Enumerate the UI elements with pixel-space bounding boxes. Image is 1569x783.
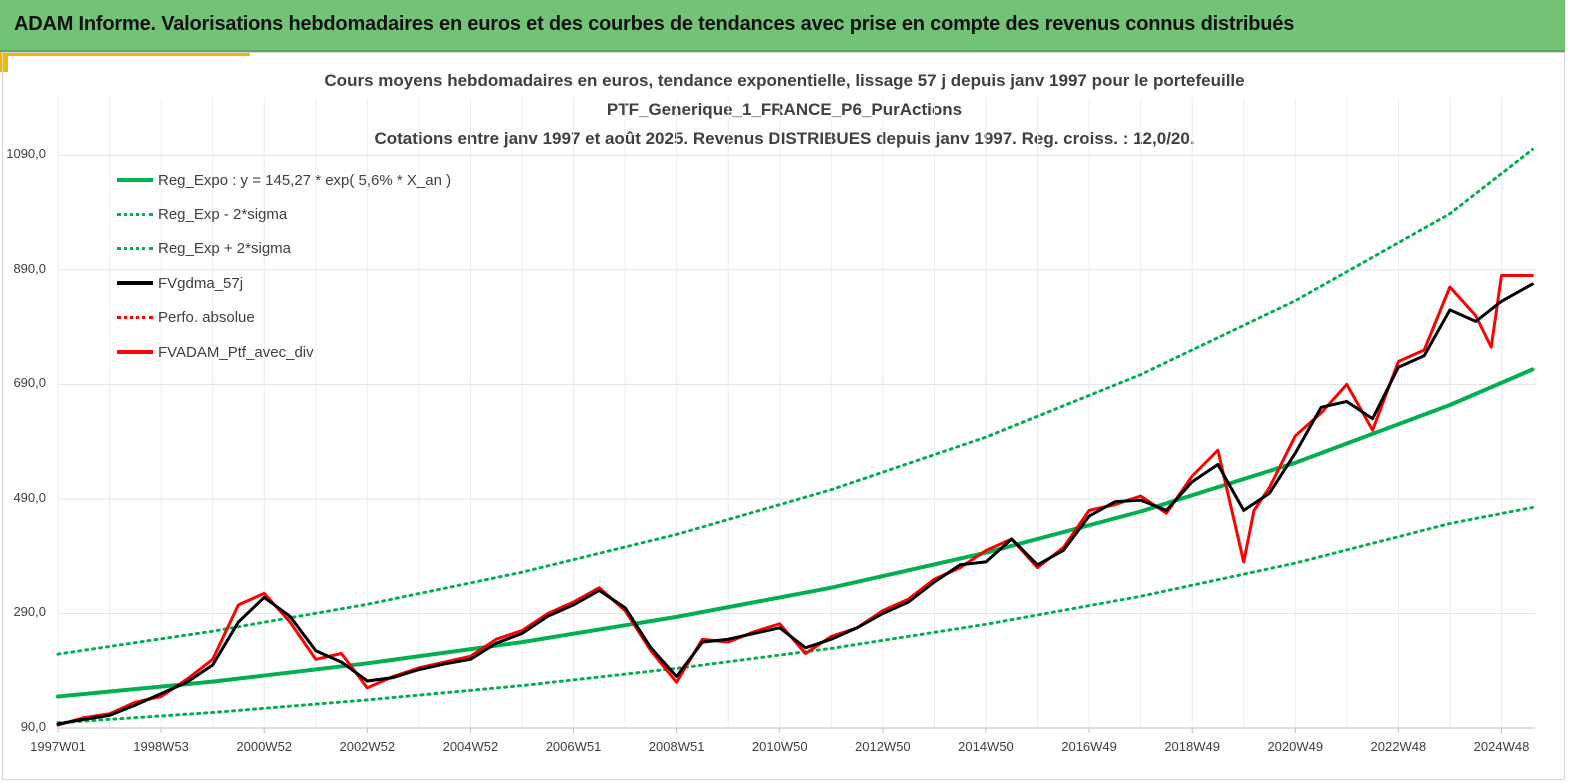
legend-swatch-perfo-absolue <box>117 316 153 320</box>
legend-swatch-reg-expo <box>117 178 153 183</box>
legend-swatch-reg-exp-plus <box>117 247 153 251</box>
legend-item-fvgdma: FVgdma_57j <box>117 266 451 300</box>
series-fvgdma-line <box>56 282 1534 726</box>
y-tick-label: 90,0 <box>20 719 46 734</box>
x-tick-label: 1997W01 <box>30 739 86 754</box>
series-reg-exp-minus-line <box>56 506 1534 725</box>
accent-bar <box>0 52 250 56</box>
legend-label-fvgdma: FVgdma_57j <box>158 274 244 292</box>
legend-label-fvadam: FVADAM_Ptf_avec_div <box>158 343 314 361</box>
x-tick-label: 1998W53 <box>133 739 189 754</box>
series-reg-exp-plus-line <box>56 148 1534 656</box>
x-tick-label: 2004W52 <box>442 739 499 754</box>
legend-swatch-fvgdma <box>117 281 153 286</box>
legend-item-perfo-absolue: Perfo. absolue <box>117 301 451 335</box>
x-tick-label: 2020W49 <box>1267 739 1324 754</box>
legend-label-perfo-absolue: Perfo. absolue <box>158 309 255 327</box>
y-tick-label: 490,0 <box>13 489 46 505</box>
x-tick-label: 2016W49 <box>1061 739 1117 754</box>
y-tick-label: 690,0 <box>13 375 46 391</box>
x-tick-label: 2010W50 <box>751 739 808 754</box>
legend-item-reg-exp-plus: Reg_Exp + 2*sigma <box>117 232 451 266</box>
chart-title-line-3: Cotations entre janv 1997 et août 2025. … <box>374 129 1195 148</box>
series-reg-expo-line <box>56 367 1535 699</box>
x-tick-label: 2002W52 <box>339 739 396 754</box>
legend-label-reg-exp-plus: Reg_Exp + 2*sigma <box>158 240 291 258</box>
chart-legend: Reg_Expo : y = 145,27 * exp( 5,6% * X_an… <box>117 163 451 369</box>
legend-label-reg-exp-minus: Reg_Exp - 2*sigma <box>158 206 288 224</box>
x-tick-label: 2022W48 <box>1370 739 1427 754</box>
page-title: ADAM Informe. Valorisations hebdomadaire… <box>14 13 1295 35</box>
y-tick-label: 1090,0 <box>6 146 46 162</box>
y-tick-label: 290,0 <box>13 604 46 620</box>
chart-frame <box>2 52 1565 780</box>
header-bar: ADAM Informe. Valorisations hebdomadaire… <box>0 0 1565 52</box>
x-tick-label: 2006W51 <box>545 739 602 754</box>
legend-label-reg-expo: Reg_Expo : y = 145,27 * exp( 5,6% * X_an… <box>158 171 452 189</box>
legend-swatch-reg-exp-minus <box>117 213 153 217</box>
chart-title-line-1: Cours moyens hebdomadaires en euros, ten… <box>324 71 1245 90</box>
legend-item-fvadam: FVADAM_Ptf_avec_div <box>117 335 451 369</box>
accent-mark <box>0 52 8 72</box>
x-tick-label: 2008W51 <box>648 739 705 754</box>
x-tick-label: 2018W49 <box>1164 739 1220 754</box>
x-tick-label: 2024W48 <box>1473 739 1530 754</box>
x-tick-label: 2012W50 <box>855 739 911 754</box>
chart-title-line-2: PTF_Generique_1_FRANCE_P6_PurActions <box>606 100 963 119</box>
legend-item-reg-exp-minus: Reg_Exp - 2*sigma <box>117 197 451 231</box>
x-tick-label: 2000W52 <box>236 739 293 754</box>
legend-item-reg-expo: Reg_Expo : y = 145,27 * exp( 5,6% * X_an… <box>117 163 451 197</box>
legend-swatch-fvadam <box>117 350 153 355</box>
y-tick-label: 890,0 <box>13 260 46 276</box>
x-tick-label: 2014W50 <box>958 739 1014 754</box>
